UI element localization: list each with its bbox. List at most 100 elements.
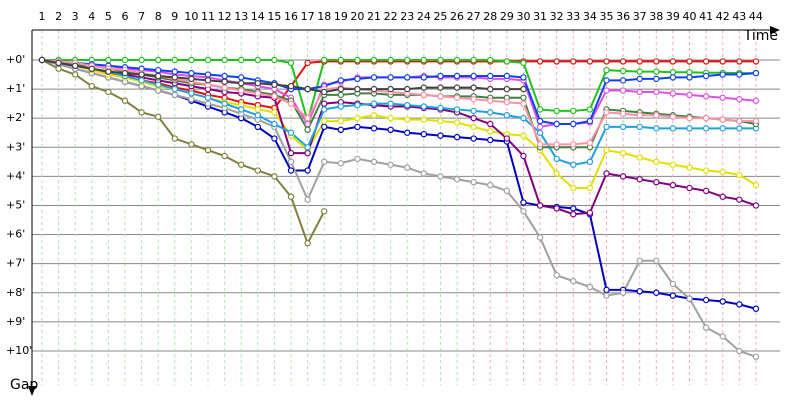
data-point <box>287 167 295 174</box>
data-point <box>354 56 361 64</box>
data-point <box>619 110 627 118</box>
data-point <box>719 168 726 176</box>
data-point <box>619 77 627 84</box>
x-tick-label: 32 <box>550 10 564 23</box>
data-point <box>487 97 494 104</box>
data-point <box>204 146 212 154</box>
data-point <box>752 202 760 209</box>
data-point <box>686 114 693 122</box>
data-point <box>719 193 726 200</box>
data-point <box>321 208 328 215</box>
data-point <box>238 106 245 113</box>
data-point <box>404 74 411 81</box>
data-point <box>503 112 511 119</box>
data-point <box>686 91 693 99</box>
x-tick-label: 1 <box>38 10 45 23</box>
data-point <box>204 56 212 64</box>
data-point <box>221 72 228 80</box>
y-tick-label: +3' <box>6 140 25 153</box>
data-point <box>702 114 710 122</box>
x-tick-label: 33 <box>566 10 580 23</box>
data-point <box>570 277 577 285</box>
data-point <box>570 120 577 128</box>
data-point <box>702 125 710 132</box>
data-point <box>669 74 677 81</box>
x-tick-label: 38 <box>649 10 663 23</box>
data-point <box>503 85 511 93</box>
data-point <box>619 289 627 296</box>
data-point <box>520 74 527 81</box>
data-point <box>719 58 726 65</box>
x-tick-label: 3 <box>72 10 79 23</box>
data-point <box>437 56 444 64</box>
data-point <box>271 109 278 116</box>
data-point <box>287 149 295 157</box>
x-tick-label: 29 <box>500 10 514 23</box>
data-point <box>752 353 760 360</box>
data-point <box>669 181 677 189</box>
data-point <box>337 126 345 134</box>
data-point <box>669 280 677 288</box>
data-point <box>453 176 461 183</box>
data-point <box>188 56 195 64</box>
data-point <box>204 77 212 84</box>
data-point <box>404 85 411 93</box>
data-point <box>736 196 743 203</box>
data-point <box>487 85 494 93</box>
data-point <box>487 72 494 80</box>
data-point <box>619 149 627 157</box>
data-point <box>636 88 643 96</box>
data-point <box>337 91 345 99</box>
data-point <box>653 68 660 75</box>
data-point <box>204 100 212 107</box>
data-point <box>271 173 278 180</box>
data-point <box>487 56 494 64</box>
data-point <box>570 107 577 115</box>
data-point <box>752 117 760 125</box>
data-point <box>636 176 643 183</box>
data-point <box>619 58 627 65</box>
data-point <box>387 161 394 168</box>
data-point <box>304 120 311 128</box>
data-point <box>304 149 311 157</box>
data-point <box>453 94 461 101</box>
data-point <box>171 56 178 64</box>
data-point <box>188 75 195 83</box>
data-point <box>586 283 594 291</box>
data-point <box>287 59 295 67</box>
data-point <box>271 135 278 142</box>
x-tick-label: 19 <box>334 10 348 23</box>
data-point <box>321 123 328 131</box>
data-point <box>702 58 710 65</box>
data-point <box>370 56 378 64</box>
data-point <box>171 74 178 81</box>
data-point <box>304 114 311 122</box>
data-point <box>271 93 278 100</box>
y-axis-arrow <box>28 386 36 396</box>
data-point <box>420 116 428 123</box>
data-point <box>337 85 345 93</box>
data-point <box>653 158 660 166</box>
data-point <box>188 141 195 148</box>
data-point <box>603 123 610 131</box>
data-point <box>520 132 527 139</box>
data-point <box>702 72 710 80</box>
data-point <box>321 88 328 96</box>
data-point <box>570 205 577 212</box>
data-point <box>354 114 361 122</box>
data-point <box>603 292 610 299</box>
data-point <box>520 85 527 93</box>
x-tick-label: 35 <box>599 10 613 23</box>
data-point <box>337 160 345 167</box>
data-point <box>105 56 112 64</box>
y-tick-label: +8' <box>6 286 25 299</box>
data-point <box>736 96 743 103</box>
data-point <box>304 240 311 247</box>
data-point <box>121 97 129 104</box>
data-point <box>669 113 677 120</box>
data-point <box>603 286 610 294</box>
data-point <box>188 90 195 97</box>
data-point <box>470 96 477 103</box>
data-point <box>686 295 693 302</box>
